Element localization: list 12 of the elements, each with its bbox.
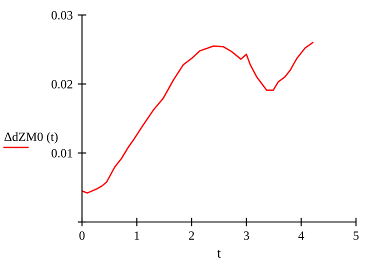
line-series xyxy=(82,42,314,194)
text: ΔdZM0 (t) xyxy=(4,132,58,144)
y-tick-label: 0.02 xyxy=(52,80,72,89)
x-tick-label: 4 xyxy=(298,231,304,240)
x-tick-label: 5 xyxy=(354,232,359,240)
y-tick-label: 0.03 xyxy=(52,11,72,20)
x-axis-title: t xyxy=(217,250,221,258)
x-tick-label: 3 xyxy=(244,231,250,240)
x-tick-label: 1 xyxy=(134,231,140,240)
x-tick-label: 2 xyxy=(189,231,194,240)
x-tick-label: 0 xyxy=(79,231,85,240)
y-tick-label: 0.01 xyxy=(52,149,72,158)
